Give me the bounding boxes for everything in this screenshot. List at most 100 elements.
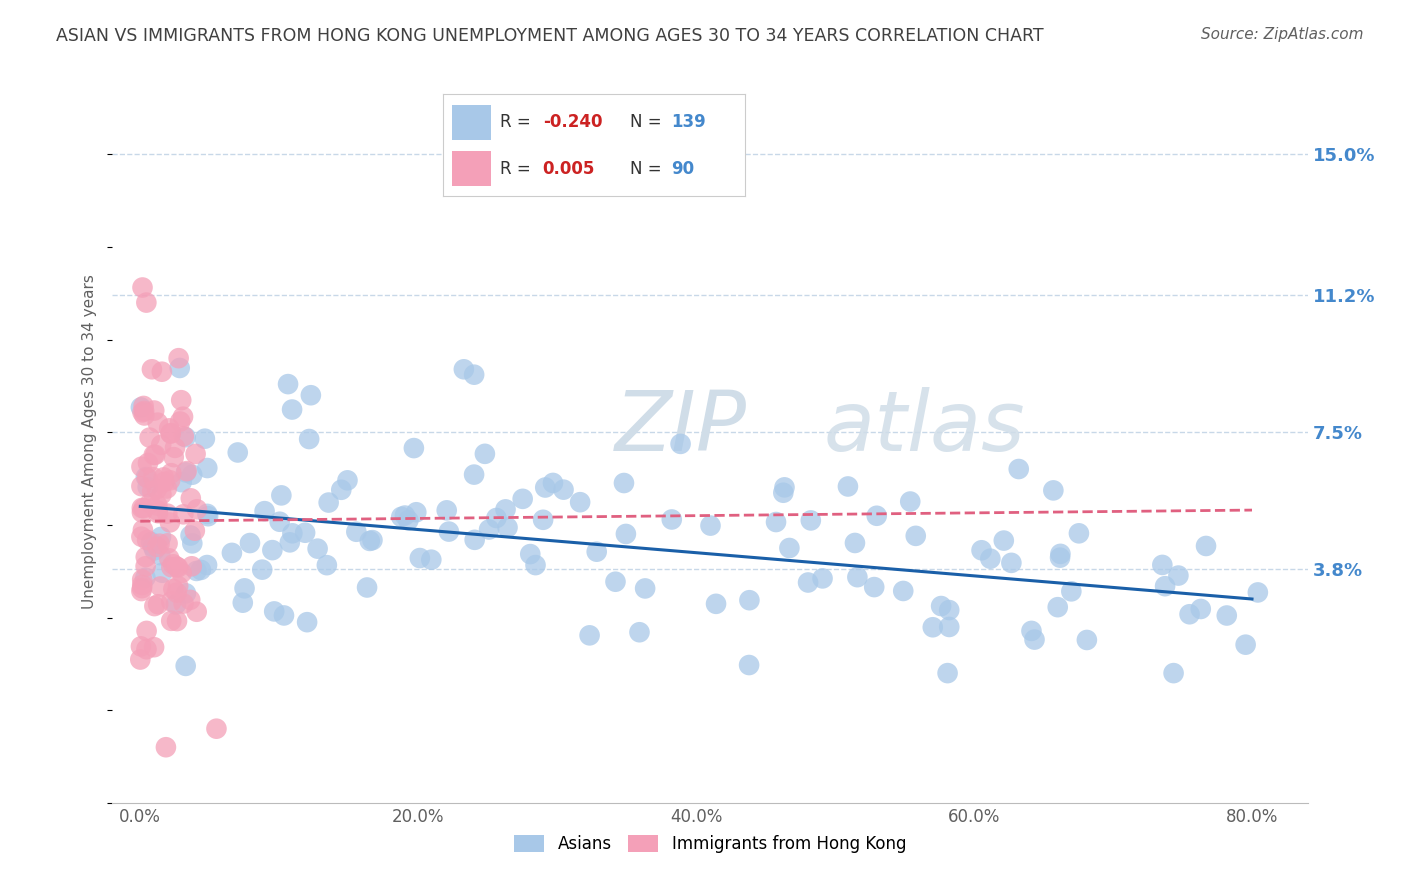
Point [553, 483, 575, 497]
Point [138, 431, 160, 445]
Point [811, 571, 834, 585]
Point [578, 628, 600, 642]
Point [129, 401, 152, 415]
Point [181, 467, 204, 482]
Point [131, 578, 153, 592]
Point [277, 377, 299, 392]
Point [142, 470, 165, 484]
Point [132, 501, 155, 516]
Point [136, 471, 159, 485]
Point [273, 608, 295, 623]
Point [169, 361, 191, 376]
Point [131, 505, 153, 519]
Point [239, 536, 262, 550]
Point [569, 495, 592, 509]
Point [1247, 585, 1270, 599]
Point [159, 516, 181, 530]
Point [139, 535, 162, 549]
Point [307, 541, 329, 556]
Point [153, 475, 176, 489]
Point [1154, 579, 1177, 593]
Point [174, 430, 197, 444]
Point [464, 533, 486, 547]
Point [146, 597, 169, 611]
Point [173, 597, 195, 611]
Point [142, 448, 165, 462]
Point [585, 544, 607, 558]
Point [170, 475, 193, 490]
Point [281, 526, 304, 541]
Point [155, 740, 177, 755]
Point [131, 584, 153, 599]
Point [150, 566, 173, 580]
Point [148, 537, 170, 551]
Point [186, 502, 208, 516]
Point [141, 484, 163, 499]
Point [141, 362, 163, 376]
Point [195, 507, 218, 521]
Point [172, 409, 194, 424]
Point [173, 429, 195, 443]
Point [156, 482, 179, 496]
Text: 90: 90 [671, 160, 695, 178]
Point [157, 421, 180, 435]
Point [738, 593, 761, 607]
Point [129, 652, 152, 666]
Point [146, 416, 169, 430]
Y-axis label: Unemployment Among Ages 30 to 34 years: Unemployment Among Ages 30 to 34 years [82, 274, 97, 609]
Point [131, 459, 153, 474]
Point [921, 620, 943, 634]
Point [704, 597, 727, 611]
Point [186, 605, 208, 619]
Point [146, 540, 169, 554]
Point [269, 515, 291, 529]
Point [181, 536, 204, 550]
Point [394, 508, 416, 523]
Point [166, 559, 188, 574]
Point [134, 571, 156, 585]
Point [278, 535, 301, 549]
Point [132, 399, 155, 413]
Point [129, 640, 152, 654]
Point [359, 533, 381, 548]
Point [142, 540, 165, 554]
Text: N =: N = [630, 113, 668, 131]
Point [1008, 462, 1031, 476]
Point [402, 441, 425, 455]
Point [356, 581, 378, 595]
Point [139, 496, 162, 510]
Point [165, 598, 187, 612]
Point [1195, 539, 1218, 553]
Point [159, 426, 181, 441]
Point [221, 546, 243, 560]
Point [160, 594, 183, 608]
Point [837, 479, 859, 493]
Point [180, 528, 202, 542]
Point [463, 467, 485, 482]
Point [396, 513, 419, 527]
Point [474, 447, 496, 461]
Point [420, 552, 443, 566]
Point [541, 475, 564, 490]
Point [765, 515, 787, 529]
Point [167, 351, 190, 366]
Point [232, 596, 254, 610]
Point [152, 470, 174, 484]
Text: R =: R = [501, 113, 536, 131]
Point [436, 503, 458, 517]
Point [1152, 558, 1174, 572]
Point [294, 525, 316, 540]
Point [250, 563, 273, 577]
Point [163, 441, 186, 455]
Point [1167, 568, 1189, 582]
Point [496, 520, 519, 534]
Point [184, 524, 207, 538]
Point [495, 502, 517, 516]
Point [519, 547, 541, 561]
Point [159, 426, 181, 441]
Point [131, 479, 153, 493]
Point [162, 582, 184, 596]
Point [253, 504, 276, 518]
Point [131, 500, 153, 515]
Point [318, 495, 340, 509]
